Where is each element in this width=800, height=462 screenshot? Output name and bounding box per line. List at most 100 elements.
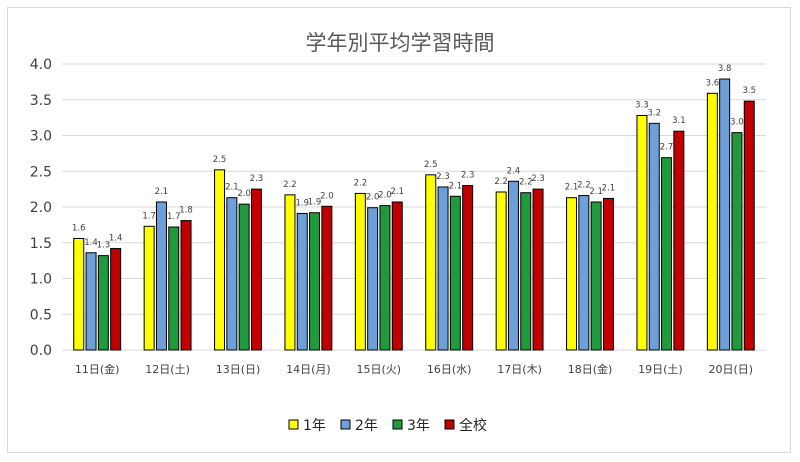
legend-item: 3年: [392, 418, 430, 434]
y-tick-label: 3.0: [30, 129, 52, 145]
x-tick-label: 12日(土): [145, 363, 190, 376]
bar: [520, 192, 532, 351]
y-tick-label: 1.0: [30, 272, 52, 288]
y-tick-label: 3.5: [30, 93, 52, 109]
bar: [214, 169, 226, 351]
bar: [180, 220, 192, 351]
bar: [168, 226, 180, 351]
data-label: 2.1: [390, 187, 404, 197]
data-label: 1.8: [179, 206, 193, 216]
legend-label: 1年: [303, 418, 326, 434]
data-label: 3.3: [635, 100, 649, 110]
data-label: 3.0: [730, 118, 744, 128]
data-label: 3.6: [706, 78, 720, 88]
bar: [462, 185, 474, 351]
bar: [425, 174, 437, 351]
chart-svg: 学年別平均学習時間 0.0 0.5 1.0 1.5 2.0 2.5 3.0 3.5 4.0 11日…: [30, 31, 766, 434]
data-label: 2.0: [366, 193, 380, 203]
data-label: 2.3: [436, 172, 450, 182]
bar: [97, 255, 109, 351]
bar: [238, 203, 250, 351]
legend-swatch: [340, 419, 351, 430]
y-tick-label: 2.5: [30, 164, 52, 180]
bar: [354, 192, 366, 351]
data-label: 2.1: [225, 183, 239, 193]
bar: [367, 207, 379, 351]
x-tick-label: 17日(木): [497, 363, 542, 376]
chart-title: 学年別平均学習時間: [306, 31, 495, 55]
x-tick-label: 20日(日): [709, 363, 754, 376]
data-label: 2.0: [320, 191, 334, 201]
x-tick-label: 16日(水): [427, 363, 472, 376]
data-label: 3.1: [672, 116, 686, 126]
bars: [73, 78, 755, 351]
data-label: 2.2: [354, 178, 368, 188]
bar: [250, 188, 262, 351]
data-labels: 1.61.41.31.41.72.11.71.82.52.12.02.32.21…: [72, 64, 756, 251]
data-label: 1.7: [142, 211, 156, 221]
bar: [532, 188, 544, 351]
data-label: 2.1: [565, 183, 579, 193]
y-tick-label: 2.0: [30, 200, 52, 216]
bar: [706, 92, 718, 351]
bar: [661, 157, 673, 351]
data-label: 1.4: [84, 238, 98, 248]
data-label: 2.1: [589, 187, 603, 197]
data-label: 1.9: [295, 198, 309, 208]
bar: [636, 114, 648, 351]
legend-swatch: [288, 419, 299, 430]
bar: [110, 247, 122, 351]
data-label: 2.2: [494, 177, 508, 187]
x-tick-label: 19日(土): [638, 363, 683, 376]
bar: [719, 78, 731, 351]
x-tick-label: 15日(火): [357, 363, 402, 376]
legend-item: 2年: [340, 418, 378, 434]
legend-item: 1年: [288, 418, 326, 434]
data-label: 1.6: [72, 223, 86, 233]
bar: [648, 122, 660, 351]
chart-frame: 学年別平均学習時間 0.0 0.5 1.0 1.5 2.0 2.5 3.0 3.5 4.0 11日…: [7, 7, 791, 453]
data-label: 2.3: [250, 174, 264, 184]
data-label: 3.2: [647, 108, 661, 118]
x-tick-label: 14日(月): [286, 363, 331, 376]
data-label: 3.5: [742, 86, 756, 96]
data-label: 2.2: [283, 180, 297, 190]
data-label: 2.2: [577, 181, 591, 191]
legend-label: 3年: [407, 418, 430, 434]
legend: 1年 2年 3年 全校: [288, 417, 487, 434]
data-label: 2.5: [424, 160, 438, 170]
bar: [743, 100, 755, 351]
x-tick-label: 18日(金): [568, 362, 613, 376]
y-tick-label: 1.5: [30, 236, 52, 252]
bar: [507, 180, 519, 351]
bar: [85, 252, 97, 351]
bar: [495, 191, 507, 351]
y-tick-label: 0.5: [30, 307, 52, 323]
data-label: 1.7: [167, 212, 181, 222]
data-label: 2.3: [461, 171, 475, 181]
legend-label: 全校: [459, 417, 487, 434]
data-label: 2.2: [519, 178, 533, 188]
bar: [284, 194, 296, 351]
bar: [73, 237, 85, 351]
data-label: 2.0: [378, 191, 392, 201]
data-label: 1.3: [97, 241, 111, 251]
data-label: 2.1: [449, 181, 463, 191]
data-label: 2.1: [155, 187, 169, 197]
data-label: 1.9: [308, 198, 322, 208]
bar: [155, 201, 167, 351]
bar: [590, 201, 602, 351]
bar: [309, 212, 321, 351]
x-tick-label: 11日(金): [75, 362, 120, 376]
axis-labels: 0.0 0.5 1.0 1.5 2.0 2.5 3.0 3.5 4.0 11日(金) 12日(土) 1…: [30, 57, 753, 376]
data-label: 2.5: [213, 155, 227, 165]
legend-swatch: [392, 419, 403, 430]
bar: [673, 130, 685, 351]
y-tick-label: 0.0: [30, 343, 52, 359]
bar: [143, 225, 155, 351]
x-tick-label: 13日(日): [216, 363, 261, 376]
legend-label: 2年: [355, 418, 378, 434]
data-label: 3.8: [718, 64, 732, 74]
gridlines: [62, 63, 766, 351]
data-label: 2.1: [602, 183, 616, 193]
